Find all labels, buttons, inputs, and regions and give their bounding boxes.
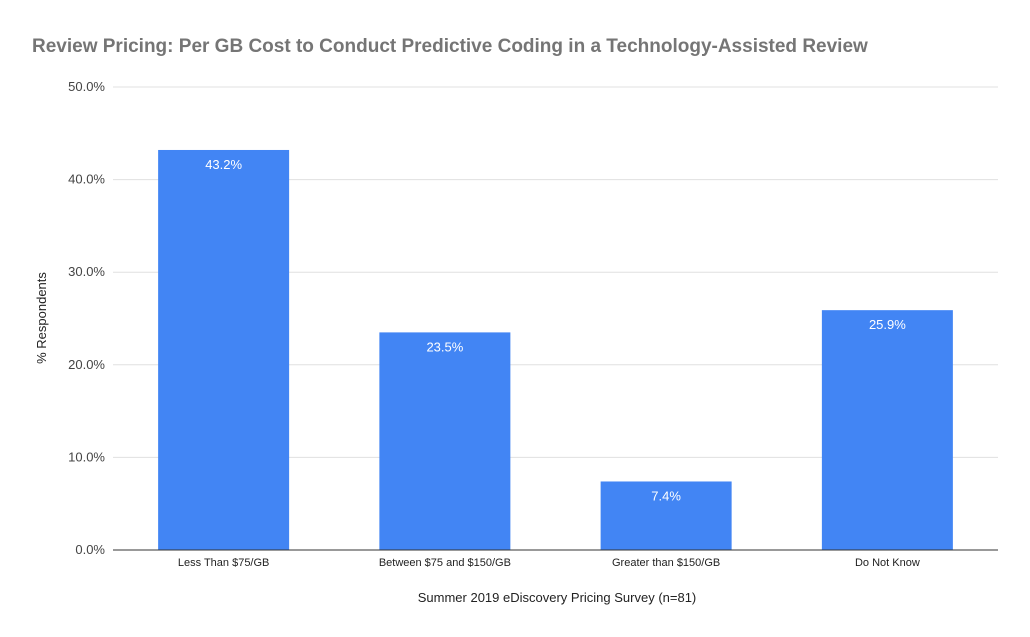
bar (600, 481, 732, 550)
y-axis-title: % Respondents (34, 272, 49, 364)
y-tick-label: 0.0% (75, 542, 105, 557)
data-label: 23.5% (426, 339, 463, 354)
x-category-label: Less Than $75/GB (178, 557, 270, 569)
x-axis-title: Summer 2019 eDiscovery Pricing Survey (n… (418, 590, 697, 605)
bar (379, 332, 511, 550)
data-label: 7.4% (651, 488, 681, 503)
bar (158, 149, 290, 550)
x-axis-categories: Less Than $75/GB Between $75 and $150/GB G… (178, 557, 920, 569)
y-tick-label: 40.0% (68, 172, 105, 187)
y-tick-label: 20.0% (68, 357, 105, 372)
data-labels: 43.2% 23.5% 7.4% 25.9% (205, 157, 906, 504)
y-tick-label: 50.0% (68, 79, 105, 94)
x-category-label: Do Not Know (855, 557, 920, 569)
x-category-label: Greater than $150/GB (612, 557, 720, 569)
bar (821, 310, 953, 550)
data-label: 25.9% (869, 317, 906, 332)
x-category-label: Between $75 and $150/GB (379, 557, 511, 569)
y-tick-label: 30.0% (68, 264, 105, 279)
bars (158, 149, 953, 550)
y-axis-ticks: 0.0% 10.0% 20.0% 30.0% 40.0% 50.0% (68, 79, 105, 557)
y-tick-label: 10.0% (68, 449, 105, 464)
data-label: 43.2% (205, 157, 242, 172)
chart-title: Review Pricing: Per GB Cost to Conduct P… (32, 36, 868, 57)
